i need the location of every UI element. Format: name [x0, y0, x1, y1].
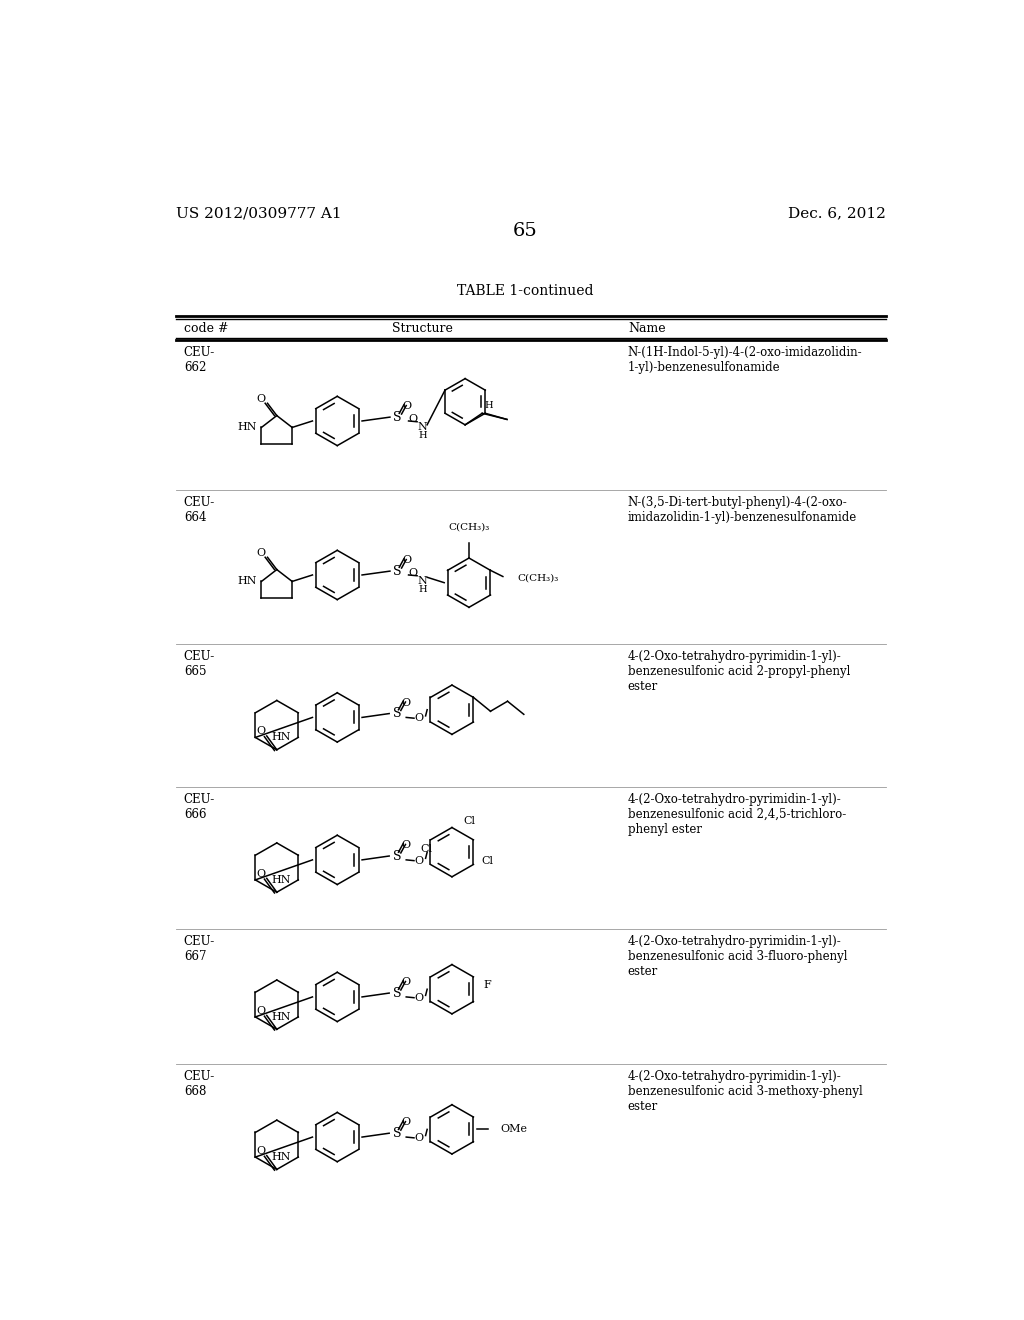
- Text: C(CH₃)₃: C(CH₃)₃: [449, 523, 489, 532]
- Text: O: O: [401, 698, 411, 708]
- Text: O: O: [409, 568, 418, 578]
- Text: N: N: [418, 576, 427, 586]
- Text: N-(3,5-Di-tert-butyl-phenyl)-4-(2-oxo-
imidazolidin-1-yl)-benzenesulfonamide: N-(3,5-Di-tert-butyl-phenyl)-4-(2-oxo- i…: [628, 496, 857, 524]
- Text: O: O: [256, 1146, 265, 1156]
- Text: S: S: [392, 986, 401, 999]
- Text: 65: 65: [512, 222, 538, 239]
- Text: 4-(2-Oxo-tetrahydro-pyrimidin-1-yl)-
benzenesulfonic acid 3-fluoro-phenyl
ester: 4-(2-Oxo-tetrahydro-pyrimidin-1-yl)- ben…: [628, 936, 848, 978]
- Text: 4-(2-Oxo-tetrahydro-pyrimidin-1-yl)-
benzenesulfonic acid 3-methoxy-phenyl
ester: 4-(2-Oxo-tetrahydro-pyrimidin-1-yl)- ben…: [628, 1071, 862, 1113]
- Text: O: O: [256, 869, 265, 879]
- Text: CEU-
666: CEU- 666: [183, 793, 215, 821]
- Text: O: O: [257, 393, 266, 404]
- Text: Name: Name: [628, 322, 666, 335]
- Text: N-(1H-Indol-5-yl)-4-(2-oxo-imidazolidin-
1-yl)-benzenesulfonamide: N-(1H-Indol-5-yl)-4-(2-oxo-imidazolidin-…: [628, 346, 862, 375]
- Text: 4-(2-Oxo-tetrahydro-pyrimidin-1-yl)-
benzenesulfonic acid 2-propyl-phenyl
ester: 4-(2-Oxo-tetrahydro-pyrimidin-1-yl)- ben…: [628, 651, 850, 693]
- Text: CEU-
668: CEU- 668: [183, 1071, 215, 1098]
- Text: HN: HN: [271, 1152, 291, 1162]
- Text: O: O: [414, 993, 423, 1003]
- Text: Cl: Cl: [421, 843, 432, 854]
- Text: OMe: OMe: [500, 1125, 527, 1134]
- Text: O: O: [402, 556, 412, 565]
- Text: 4-(2-Oxo-tetrahydro-pyrimidin-1-yl)-
benzenesulfonic acid 2,4,5-trichloro-
pheny: 4-(2-Oxo-tetrahydro-pyrimidin-1-yl)- ben…: [628, 793, 846, 836]
- Text: H: H: [418, 432, 427, 440]
- Text: S: S: [393, 565, 402, 578]
- Text: HN: HN: [271, 733, 291, 742]
- Text: O: O: [414, 855, 423, 866]
- Text: O: O: [414, 1133, 423, 1143]
- Text: CEU-
667: CEU- 667: [183, 936, 215, 964]
- Text: O: O: [414, 713, 423, 723]
- Text: O: O: [401, 1118, 411, 1127]
- Text: HN: HN: [271, 875, 291, 884]
- Text: HN: HN: [271, 1012, 291, 1022]
- Text: O: O: [409, 413, 418, 424]
- Text: S: S: [392, 1127, 401, 1139]
- Text: US 2012/0309777 A1: US 2012/0309777 A1: [176, 206, 342, 220]
- Text: O: O: [257, 548, 266, 557]
- Text: Structure: Structure: [392, 322, 453, 335]
- Text: O: O: [256, 1006, 265, 1016]
- Text: HN: HN: [238, 422, 257, 433]
- Text: CEU-
664: CEU- 664: [183, 496, 215, 524]
- Text: O: O: [402, 401, 412, 412]
- Text: O: O: [401, 977, 411, 987]
- Text: S: S: [393, 411, 402, 424]
- Text: Cl: Cl: [464, 816, 475, 826]
- Text: Cl: Cl: [481, 855, 494, 866]
- Text: CEU-
662: CEU- 662: [183, 346, 215, 375]
- Text: H: H: [484, 401, 493, 411]
- Text: S: S: [392, 708, 401, 721]
- Text: C(CH₃)₃: C(CH₃)₃: [517, 574, 559, 582]
- Text: TABLE 1-continued: TABLE 1-continued: [457, 284, 593, 298]
- Text: N: N: [418, 422, 427, 432]
- Text: CEU-
665: CEU- 665: [183, 651, 215, 678]
- Text: H: H: [418, 585, 427, 594]
- Text: S: S: [392, 850, 401, 862]
- Text: Dec. 6, 2012: Dec. 6, 2012: [788, 206, 886, 220]
- Text: HN: HN: [238, 577, 257, 586]
- Text: O: O: [401, 841, 411, 850]
- Text: code #: code #: [183, 322, 228, 335]
- Text: F: F: [483, 981, 490, 990]
- Text: O: O: [256, 726, 265, 737]
